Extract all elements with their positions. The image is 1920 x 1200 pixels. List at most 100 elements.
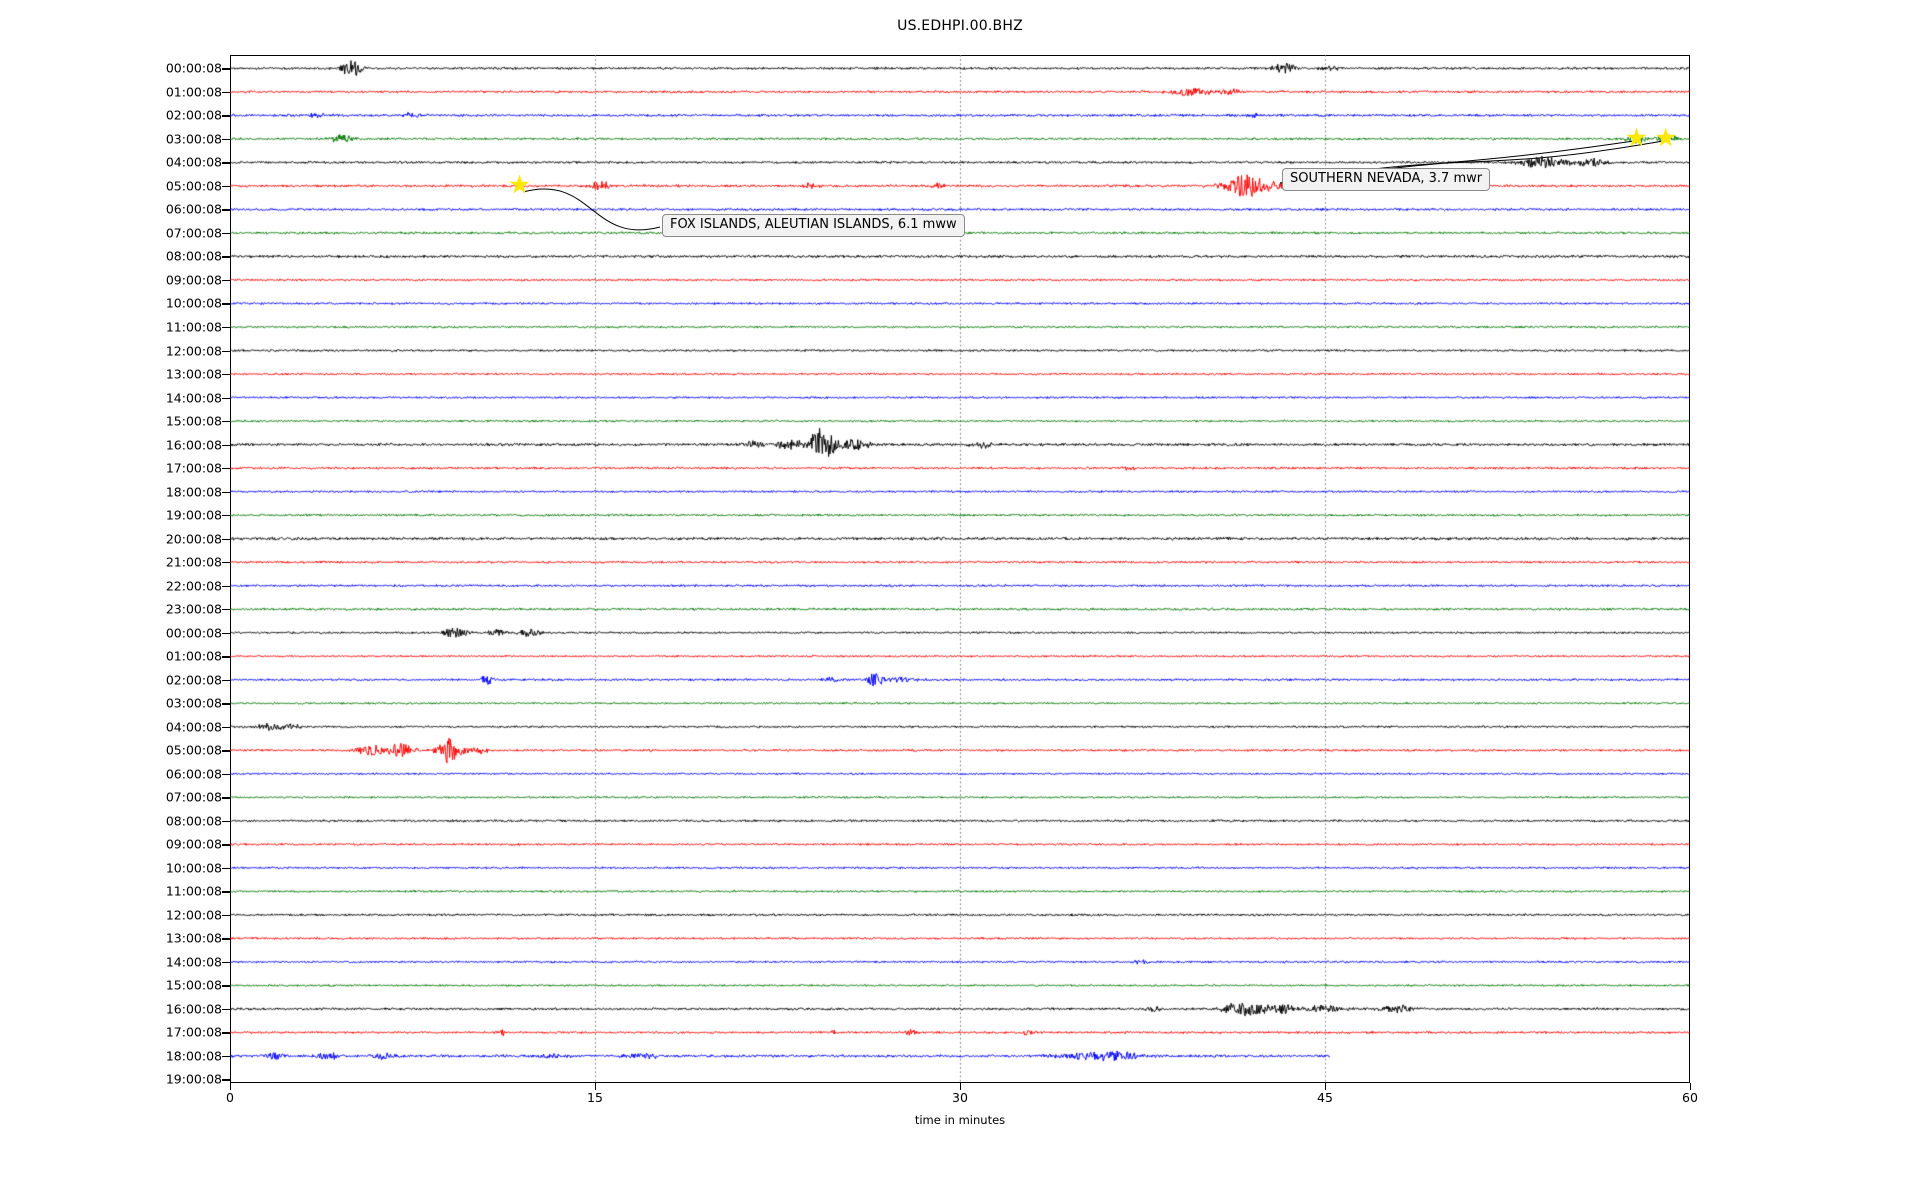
y-tick-label: 05:00:08 — [165, 742, 222, 758]
y-tick-mark — [222, 421, 230, 423]
y-tick-label: 17:00:08 — [165, 1024, 222, 1040]
y-tick-mark — [222, 303, 230, 305]
y-tick-mark — [222, 656, 230, 658]
y-tick-mark — [222, 256, 230, 258]
y-tick-label: 11:00:08 — [165, 319, 222, 335]
fox-islands-star-icon: ★ — [508, 169, 531, 199]
x-tick-label: 30 — [952, 1090, 968, 1105]
y-tick-mark — [222, 491, 230, 493]
y-tick-label: 03:00:08 — [165, 131, 222, 147]
y-tick-label: 13:00:08 — [165, 366, 222, 382]
y-tick-mark — [222, 468, 230, 470]
y-tick-mark — [222, 726, 230, 729]
y-tick-label: 20:00:08 — [165, 531, 222, 547]
y-tick-label: 14:00:08 — [165, 954, 222, 970]
y-tick-label: 09:00:08 — [165, 836, 222, 852]
fox-islands-annotation[interactable]: FOX ISLANDS, ALEUTIAN ISLANDS, 6.1 mww — [662, 214, 965, 237]
y-tick-mark — [222, 773, 230, 776]
y-tick-mark — [222, 938, 230, 940]
x-tick-mark — [1690, 1083, 1692, 1090]
x-tick-mark — [960, 1083, 962, 1090]
y-tick-mark — [222, 891, 230, 893]
y-tick-label: 07:00:08 — [165, 225, 222, 241]
y-tick-label: 10:00:08 — [165, 295, 222, 311]
y-tick-label: 19:00:08 — [165, 507, 222, 523]
x-tick-label: 60 — [1682, 1090, 1698, 1105]
y-tick-label: 00:00:08 — [165, 625, 222, 641]
y-tick-label: 09:00:08 — [165, 272, 222, 288]
y-tick-mark — [222, 115, 230, 117]
y-tick-mark — [222, 1008, 230, 1011]
x-tick-mark — [230, 1083, 232, 1090]
x-tick-label: 0 — [226, 1090, 234, 1105]
y-tick-mark — [222, 138, 230, 141]
y-tick-mark — [222, 750, 230, 752]
y-tick-mark — [222, 985, 230, 987]
y-tick-label: 02:00:08 — [165, 672, 222, 688]
y-tick-mark — [222, 444, 230, 446]
y-tick-mark — [222, 609, 230, 611]
y-tick-label: 01:00:08 — [165, 84, 222, 100]
y-tick-mark — [222, 703, 230, 705]
y-tick-mark — [222, 279, 230, 282]
x-tick-mark — [595, 1083, 597, 1090]
y-tick-mark — [222, 374, 230, 376]
y-tick-mark — [222, 232, 230, 235]
y-tick-mark — [222, 1032, 230, 1034]
southern-nevada-star-icon-2: ★ — [1654, 122, 1677, 152]
y-tick-label: 11:00:08 — [165, 883, 222, 899]
y-tick-label: 13:00:08 — [165, 930, 222, 946]
southern-nevada-annotation[interactable]: SOUTHERN NEVADA, 3.7 mwr — [1282, 168, 1491, 191]
y-tick-mark — [222, 515, 230, 517]
y-tick-mark — [222, 538, 230, 540]
y-tick-label: 04:00:08 — [165, 154, 222, 170]
x-tick-mark — [1325, 1083, 1327, 1090]
y-tick-mark — [222, 350, 230, 352]
x-axis-label: time in minutes — [914, 1113, 1006, 1127]
y-tick-label: 18:00:08 — [165, 1048, 222, 1064]
y-tick-mark — [222, 209, 230, 211]
y-tick-mark — [222, 914, 230, 917]
y-tick-mark — [222, 185, 230, 188]
y-tick-label: 12:00:08 — [165, 343, 222, 358]
y-tick-label: 04:00:08 — [165, 719, 222, 735]
y-tick-label: 16:00:08 — [165, 1001, 222, 1017]
y-tick-mark — [222, 68, 230, 70]
y-tick-mark — [222, 820, 230, 823]
y-tick-label: 00:00:08 — [165, 60, 222, 76]
y-tick-label: 18:00:08 — [165, 484, 222, 500]
y-tick-label: 05:00:08 — [165, 178, 222, 194]
y-tick-label: 23:00:08 — [165, 601, 222, 617]
y-tick-mark — [222, 1055, 230, 1058]
y-tick-mark — [222, 1079, 230, 1081]
x-tick-label: 45 — [1317, 1090, 1333, 1105]
y-tick-label: 08:00:08 — [165, 813, 222, 829]
y-tick-mark — [222, 162, 230, 164]
seismogram-traces-canvas — [230, 55, 1690, 1083]
y-tick-mark — [222, 585, 230, 587]
y-tick-mark — [222, 326, 230, 329]
y-tick-label: 15:00:08 — [165, 413, 222, 429]
y-tick-label: 19:00:08 — [165, 1071, 222, 1087]
y-tick-label: 06:00:08 — [165, 201, 222, 217]
y-tick-label: 08:00:08 — [165, 248, 222, 264]
page-title: US.EDHPI.00.BHZ — [897, 18, 1023, 34]
y-tick-label: 07:00:08 — [165, 789, 222, 805]
y-tick-mark — [222, 397, 230, 399]
southern-nevada-star-icon-1: ★ — [1625, 122, 1648, 152]
y-tick-label: 15:00:08 — [165, 977, 222, 993]
y-tick-label: 21:00:08 — [165, 554, 222, 570]
y-tick-label: 22:00:08 — [165, 578, 222, 594]
y-tick-label: 06:00:08 — [165, 766, 222, 782]
y-tick-label: 12:00:08 — [165, 907, 222, 923]
y-tick-mark — [222, 562, 230, 564]
y-tick-label: 10:00:08 — [165, 860, 222, 876]
y-tick-mark — [222, 867, 230, 870]
y-tick-label: 01:00:08 — [165, 648, 222, 664]
y-tick-label: 02:00:08 — [165, 107, 222, 123]
y-tick-label: 03:00:08 — [165, 695, 222, 711]
y-tick-label: 17:00:08 — [165, 460, 222, 476]
x-tick-label: 15 — [587, 1090, 603, 1105]
y-tick-label: 14:00:08 — [165, 390, 222, 406]
